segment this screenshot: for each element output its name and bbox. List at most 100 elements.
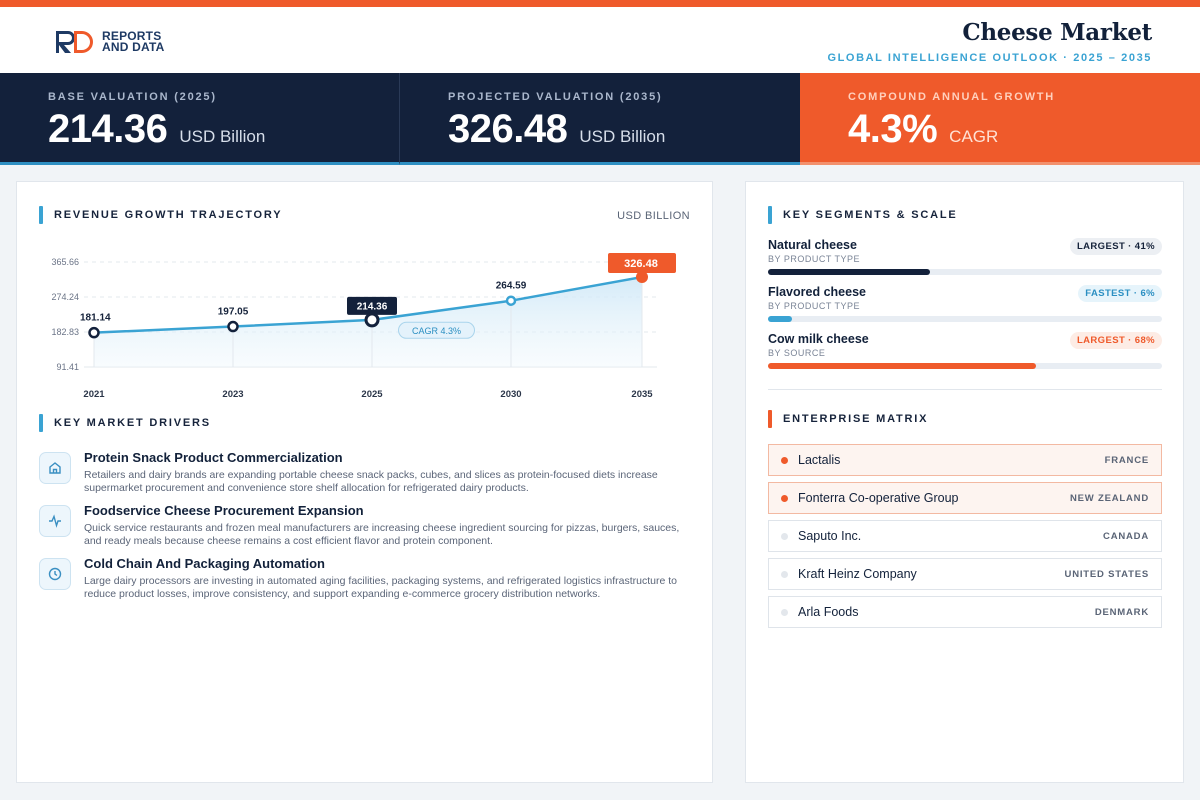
kpi-value: 326.48: [448, 107, 568, 151]
kpi-value: 4.3%: [848, 107, 938, 151]
x-tick-label: 2030: [500, 389, 521, 400]
segments-section-header: KEY SEGMENTS & SCALE: [768, 206, 958, 224]
drivers-list: Protein Snack Product Commercialization …: [39, 450, 699, 609]
data-point: [364, 312, 380, 328]
company-dot: [781, 494, 788, 502]
company-name: Fonterra Co-operative Group: [798, 491, 959, 505]
segment-name: Flavored cheese: [768, 285, 866, 299]
data-point: [227, 320, 239, 333]
driver-title: Protein Snack Product Commercialization: [84, 450, 343, 465]
segments-list: Natural cheese BY PRODUCT TYPE LARGEST ·…: [768, 238, 1162, 379]
section-accent: [768, 206, 772, 224]
company-country: DENMARK: [1094, 606, 1149, 618]
projected-label-box: [608, 253, 676, 274]
data-point: [505, 295, 517, 306]
segment-item: Natural cheese BY PRODUCT TYPE LARGEST ·…: [768, 238, 1162, 285]
data-label: 326.48: [624, 258, 658, 270]
company-dot: [781, 608, 788, 616]
company-row[interactable]: Arla Foods DENMARK: [768, 596, 1162, 628]
company-name: Arla Foods: [798, 605, 859, 619]
data-label: 197.05: [218, 307, 249, 318]
segment-bar: [768, 269, 930, 275]
company-country: CANADA: [1103, 530, 1149, 542]
store-icon: [39, 452, 71, 484]
driver-description: Large dairy processors are investing in …: [84, 575, 677, 600]
company-row[interactable]: Fonterra Co-operative Group NEW ZEALAND: [768, 482, 1162, 514]
company-country: UNITED STATES: [1064, 568, 1149, 580]
driver-description: Quick service restaurants and frozen mea…: [84, 522, 680, 547]
kpi-cagr: COMPOUND ANNUAL GROWTH 4.3% CAGR: [800, 73, 1200, 165]
driver-title: Cold Chain And Packaging Automation: [84, 556, 325, 571]
company-name: Saputo Inc.: [798, 529, 862, 543]
segment-track: [768, 269, 1162, 275]
kpi-projected-valuation: PROJECTED VALUATION (2035) 326.48 USD Bi…: [400, 73, 800, 165]
kpi-unit: USD Billion: [579, 127, 666, 146]
company-country: NEW ZEALAND: [1070, 492, 1149, 504]
data-point: [636, 271, 648, 284]
company-country: FRANCE: [1104, 454, 1149, 466]
driver-item: Cold Chain And Packaging Automation Larg…: [39, 556, 699, 609]
drivers-section-header: KEY MARKET DRIVERS: [39, 414, 211, 432]
x-tick-label: 2035: [631, 389, 653, 400]
segment-badge: LARGEST · 41%: [1069, 238, 1162, 255]
page-title: Cheese Market: [962, 19, 1152, 46]
logo[interactable]: REPORTS AND DATA: [54, 26, 164, 58]
segment-name: Natural cheese: [768, 238, 857, 252]
company-dot: [781, 570, 788, 578]
header: REPORTS AND DATA Cheese Market GLOBAL IN…: [0, 7, 1200, 73]
company-name: Lactalis: [798, 453, 841, 467]
divider: [768, 389, 1162, 390]
driver-description: Retailers and dairy brands are expanding…: [84, 469, 658, 494]
chart-section-header: REVENUE GROWTH TRAJECTORY: [39, 206, 282, 224]
segment-track: [768, 363, 1162, 369]
logo-mark: [54, 29, 96, 55]
x-tick-label: 2023: [222, 389, 243, 400]
y-tick-label: 182.83: [51, 327, 79, 337]
company-row[interactable]: Saputo Inc. CANADA: [768, 520, 1162, 552]
segment-track: [768, 316, 1162, 322]
base-label-box: [347, 296, 397, 315]
data-label: 214.36: [357, 301, 388, 312]
company-row[interactable]: Kraft Heinz Company UNITED STATES: [768, 558, 1162, 590]
driver-item: Foodservice Cheese Procurement Expansion…: [39, 503, 699, 556]
segment-category: BY PRODUCT TYPE: [768, 254, 861, 264]
company-dot: [781, 456, 788, 464]
section-accent: [39, 414, 43, 432]
kpi-label: PROJECTED VALUATION (2035): [448, 91, 663, 103]
logo-line-2: AND DATA: [102, 40, 165, 54]
segment-bar: [768, 363, 1036, 369]
company-list: Lactalis FRANCE Fonterra Co-operative Gr…: [768, 444, 1162, 634]
cagr-annotation: CAGR 4.3%: [412, 326, 461, 336]
revenue-chart: 91.41 182.83 274.24 365.66 2021 2023 2025 2030 2…: [51, 253, 676, 400]
page-subtitle: GLOBAL INTELLIGENCE OUTLOOK · 2025 – 203…: [827, 52, 1152, 64]
company-name: Kraft Heinz Company: [798, 567, 917, 581]
segment-item: Cow milk cheese BY SOURCE LARGEST · 68%: [768, 332, 1162, 379]
chart-unit: USD BILLION: [617, 210, 690, 222]
y-tick-label: 91.41: [56, 362, 79, 372]
segment-category: BY PRODUCT TYPE: [768, 301, 861, 311]
activity-icon: [39, 505, 71, 537]
company-row[interactable]: Lactalis FRANCE: [768, 444, 1162, 476]
logo-line-1: REPORTS: [102, 29, 162, 43]
section-accent: [39, 206, 43, 224]
kpi-label: COMPOUND ANNUAL GROWTH: [848, 91, 1056, 103]
kpi-label: BASE VALUATION (2025): [48, 91, 217, 103]
y-tick-label: 274.24: [51, 292, 79, 302]
kpi-unit: USD Billion: [179, 127, 266, 146]
segment-bar: [768, 316, 792, 322]
kpi-unit: CAGR: [949, 127, 999, 146]
segment-badge: LARGEST · 68%: [1069, 332, 1162, 349]
left-card: REVENUE GROWTH TRAJECTORY USD BILLION 91…: [16, 181, 713, 783]
top-accent-bar: [0, 0, 1200, 7]
cagr-pill: [398, 321, 475, 339]
drivers-section-title: KEY MARKET DRIVERS: [54, 417, 211, 429]
company-dot: [781, 532, 788, 540]
driver-item: Protein Snack Product Commercialization …: [39, 450, 699, 503]
segment-badge: FASTEST · 6%: [1078, 285, 1162, 302]
x-tick-label: 2025: [361, 389, 383, 400]
data-label: 264.59: [496, 281, 527, 292]
enterprise-section-header: ENTERPRISE MATRIX: [768, 410, 928, 428]
data-label: 181.14: [80, 313, 111, 324]
driver-title: Foodservice Cheese Procurement Expansion: [84, 503, 364, 518]
segment-name: Cow milk cheese: [768, 332, 869, 346]
